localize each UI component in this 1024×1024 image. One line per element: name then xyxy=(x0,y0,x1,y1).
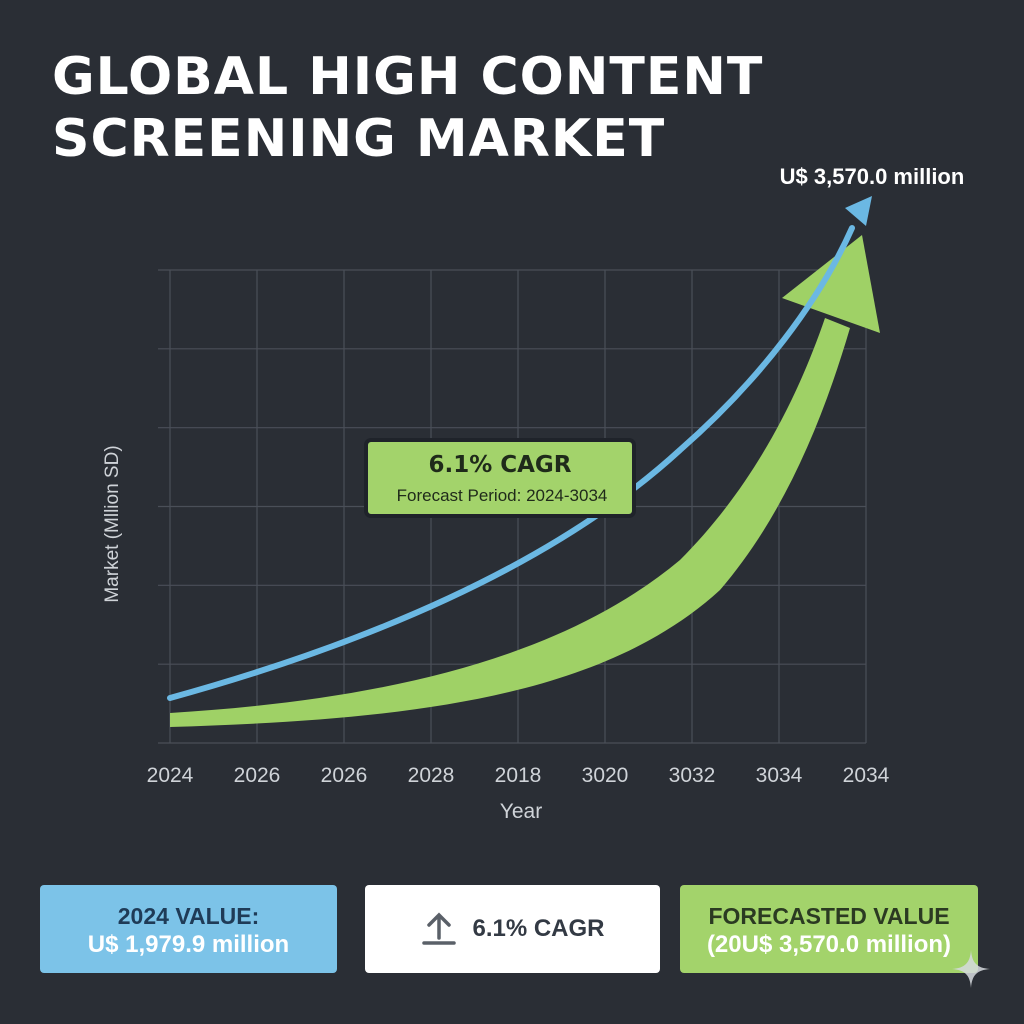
blue-series-arrowhead xyxy=(845,196,872,226)
chart-grid xyxy=(158,269,867,744)
x-tick-label: 2026 xyxy=(234,764,281,787)
x-axis-ticks: 2024 2026 2026 2028 2018 3020 3032 3034 2034 xyxy=(147,764,890,787)
forecast-value-heading: FORECASTED VALUE xyxy=(708,903,950,929)
value-2024-card: 2024 VALUE: U$ 1,979.9 million xyxy=(40,885,337,973)
x-tick-label: 2018 xyxy=(495,764,542,787)
cagr-annotation-subtitle: Forecast Period: 2024-3034 xyxy=(397,486,608,505)
sparkle-icon xyxy=(952,950,990,988)
y-axis-label: Market (Mllion SD) xyxy=(102,445,123,602)
green-series-arrowhead xyxy=(782,235,880,333)
x-tick-label: 2026 xyxy=(321,764,368,787)
upload-arrow-icon xyxy=(422,912,457,945)
x-tick-label: 3034 xyxy=(756,764,803,787)
x-tick-label: 2034 xyxy=(843,764,890,787)
cagr-annotation-box: 6.1% CAGR Forecast Period: 2024-3034 xyxy=(364,438,636,518)
cagr-card: 6.1% CAGR xyxy=(365,885,660,973)
x-tick-label: 3020 xyxy=(582,764,629,787)
x-axis-label: Year xyxy=(500,800,542,823)
cagr-card-label: 6.1% CAGR xyxy=(472,915,605,942)
forecast-end-value-label: U$ 3,570.0 million xyxy=(780,164,965,189)
value-2024-amount: U$ 1,979.9 million xyxy=(87,931,290,958)
x-tick-label: 2024 xyxy=(147,764,194,787)
forecast-value-card: FORECASTED VALUE (20U$ 3,570.0 million) xyxy=(680,885,978,973)
page-title: GLOBAL HIGH CONTENT SCREENING MARKET xyxy=(52,47,764,169)
forecast-value-amount: (20U$ 3,570.0 million) xyxy=(706,931,952,958)
cagr-annotation-title: 6.1% CAGR xyxy=(428,452,571,478)
value-2024-heading: 2024 VALUE: xyxy=(117,903,260,929)
x-tick-label: 2028 xyxy=(408,764,455,787)
x-tick-label: 3032 xyxy=(669,764,716,787)
